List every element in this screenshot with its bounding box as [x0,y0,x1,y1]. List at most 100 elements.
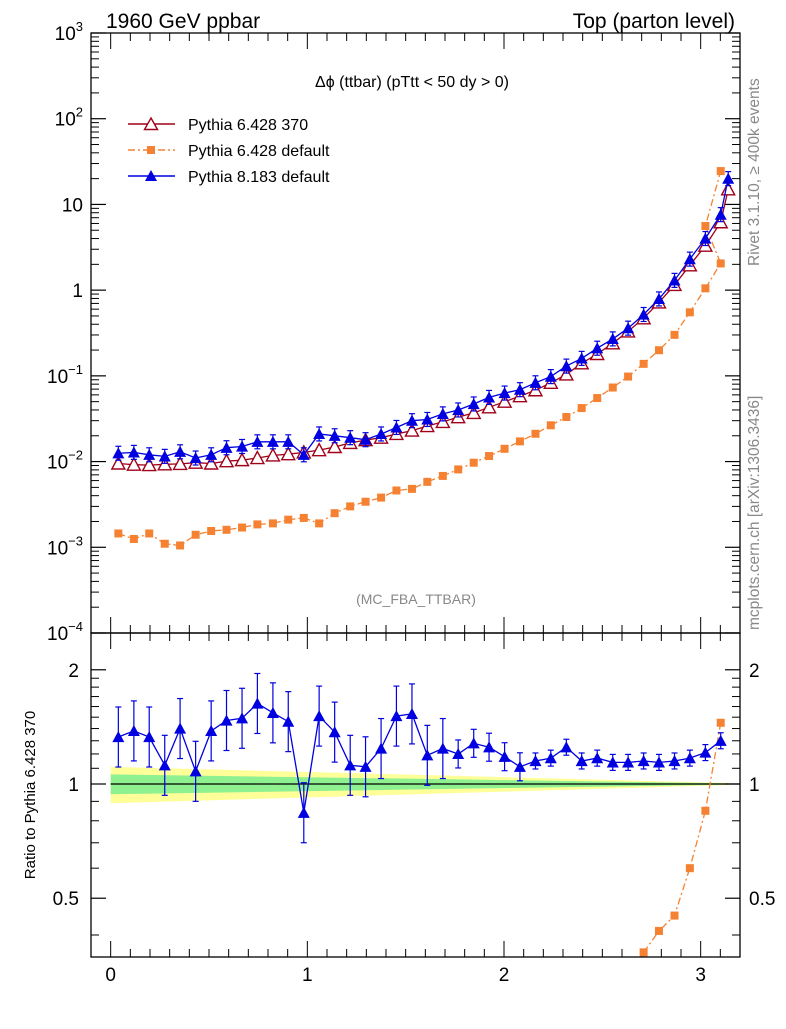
ratio-p8-default-point [297,806,310,818]
ratio-p8-default-point [112,731,125,743]
p8-default-point [375,427,388,440]
p6-370-point [326,439,343,454]
p8-default-point [251,435,264,447]
legend-marker-filled-triangle [145,170,157,181]
legend-label-p6-default: Pythia 6.428 default [188,143,330,160]
p6-default-point [284,515,293,524]
ratio-p8-default-point [158,759,171,771]
p8-default-point [143,448,156,460]
p6-default-point [685,308,694,317]
ratio-p8-default-point [205,724,218,737]
ratio-p6-default-point [639,948,648,957]
p6-default-point [346,502,355,511]
ratio-p8-default-point [328,726,341,738]
ratio-y-tick-label-right: 2 [749,661,760,682]
ratio-p8-default-point [390,710,403,722]
ratio-p8-default-point [683,752,696,764]
ratio-p8-default-point [668,754,681,767]
ratio-p8-default-point [483,741,496,753]
ratio-p8-default-point [251,697,264,709]
p8-default-point [313,427,326,440]
ratio-y-tick-label-right: 1 [749,775,760,796]
p6-default-point [176,541,185,550]
ratio-p6-default-point [701,806,710,815]
p8-default-point [575,352,588,364]
ratio-p8-default-point [544,752,557,764]
p6-default-point [268,519,277,528]
p8-default-point [544,370,557,382]
p6-370-point [172,455,188,471]
p6-default-point [593,394,602,403]
ratio-p8-default-point [606,756,619,768]
ratio-p8-default-point [452,747,465,760]
p8-default-point [189,452,202,464]
p8-default-point [266,435,279,447]
ratio-p8-default-point [359,760,372,772]
p8-default-point [560,360,573,372]
p6-default-point [114,529,123,538]
p6-370-point [218,453,235,468]
p6-default-point [253,520,262,529]
p6-default-point [238,523,247,532]
p6-370-point [280,446,296,461]
p8-default-point [529,376,542,388]
p8-default-point [359,433,372,445]
p6-default-point [191,530,200,539]
header-left: 1960 GeV ppbar [106,10,260,33]
legend-marker-square [147,146,155,154]
ratio-p8-default-point [560,741,573,753]
ratio-y-tick-label: 1 [68,775,79,796]
p6-default-point [608,383,617,392]
ratio-p6-default-point [685,864,694,873]
ratio-p8-default-point [714,734,727,746]
ratio-p8-default-point [591,752,604,764]
p8-default-point [606,332,619,344]
ratio-p6-default-point [670,911,679,920]
p8-default-point [452,403,465,416]
ratio-p8-default-point [637,754,650,767]
p8-default-point [236,440,249,452]
p6-370-point [404,422,420,437]
p6-370-point [311,442,327,457]
rivet-version-label: Rivet 3.1.10, ≥ 400k events [746,78,763,266]
ratio-p8-default-point [405,707,418,720]
p6-default-line [118,170,722,547]
p6-default-point [577,404,586,413]
p8-default-point [513,383,526,395]
ratio-p8-default-point [498,750,511,762]
ratio-p8-default-point [220,714,233,726]
mcplots-label: mcplots.cern.ch [arXiv:1306.3436] [746,395,763,630]
ratio-p8-default-point [513,760,526,772]
p6-default-point [299,513,308,522]
p6-370-point [496,393,513,408]
p6-default-point [392,486,401,495]
p6-default-point [639,359,648,368]
ratio-plot: 0.5 0.5 1 1 2 2 0 1 2 3 [53,633,775,986]
ratio-p8-default-point [236,712,249,724]
p6-default-point [515,437,524,446]
p8-default-point [637,308,650,320]
y-tick-label: 10−2 [47,448,83,474]
p6-default-point [315,519,324,528]
p6-370-point [558,366,575,381]
y-tick-label: 103 [55,19,83,45]
header-right: Top (parton level) [573,10,735,33]
p6-default-point [546,421,555,430]
legend-marker-open-triangle [143,116,159,131]
p8-default-point [699,232,712,244]
p6-default-point [624,372,633,381]
p6-default-point [222,525,231,534]
ratio-p8-default-point [143,731,156,743]
p8-default-point [467,397,480,410]
legend-label-p6-370: Pythia 6.428 370 [188,117,308,134]
ratio-p8-default-point [699,746,712,758]
ratio-p8-default-point [436,742,449,754]
p8-default-point [483,391,496,403]
legend-entry-p6-default: Pythia 6.428 default [128,143,330,160]
p8-default-point [174,445,187,457]
legend-entry-p6-370: Pythia 6.428 370 [128,116,308,134]
ratio-p8-default-point [344,759,357,771]
p6-default-point [469,458,478,467]
p6-default-point [670,330,679,339]
